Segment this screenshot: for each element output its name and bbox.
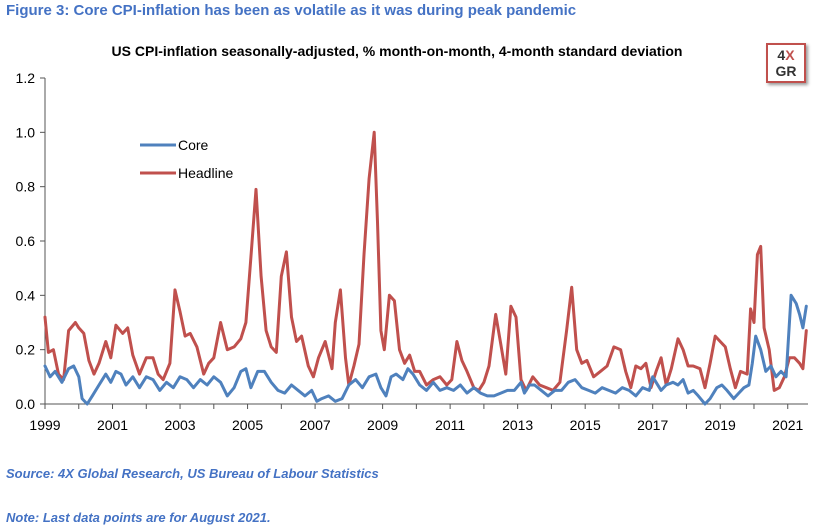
series-line-headline — [43, 130, 808, 392]
legend-label-core: Core — [178, 137, 209, 153]
y-tick-label: 0.8 — [16, 179, 36, 195]
x-tick-label: 2021 — [772, 417, 803, 433]
legend-label-headline: Headline — [178, 165, 233, 181]
chart-title: US CPI-inflation seasonally-adjusted, % … — [112, 43, 683, 59]
x-tick-label: 1999 — [29, 417, 60, 433]
x-tick-label: 2019 — [705, 417, 736, 433]
series-line-core — [43, 293, 808, 406]
x-tick-label: 2013 — [502, 417, 533, 433]
source-note: Source: 4X Global Research, US Bureau of… — [6, 466, 379, 481]
x-tick-label: 2007 — [300, 417, 331, 433]
y-tick-label: 1.0 — [16, 124, 36, 140]
footnote: Note: Last data points are for August 20… — [6, 510, 271, 525]
x-tick-label: 2001 — [97, 417, 128, 433]
x-tick-label: 2009 — [367, 417, 398, 433]
y-tick-label: 0.2 — [16, 342, 36, 358]
figure-title: Figure 3: Core CPI-inflation has been as… — [6, 2, 577, 19]
x-tick-label: 2015 — [570, 417, 601, 433]
y-tick-label: 1.2 — [16, 70, 36, 86]
y-tick-label: 0.4 — [16, 287, 36, 303]
x-tick-label: 2005 — [232, 417, 263, 433]
x-tick-label: 2011 — [435, 417, 465, 433]
y-tick-label: 0.0 — [16, 396, 36, 412]
y-tick-label: 0.6 — [16, 233, 36, 249]
line-chart: US CPI-inflation seasonally-adjusted, % … — [16, 43, 808, 433]
x-tick-label: 2003 — [164, 417, 195, 433]
x-tick-label: 2017 — [637, 417, 668, 433]
brand-logo: 4X GR — [766, 43, 806, 83]
chart-area: US CPI-inflation seasonally-adjusted, % … — [0, 38, 814, 438]
